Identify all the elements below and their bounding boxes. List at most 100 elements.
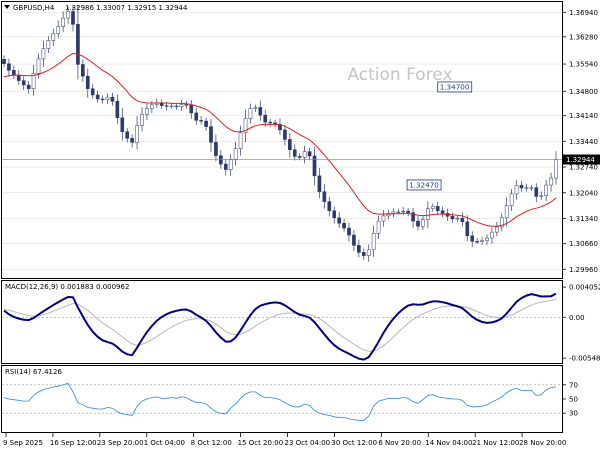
candle-body bbox=[81, 64, 85, 77]
time-tick-label: 1 Oct 04:00 bbox=[144, 439, 185, 447]
candle-body bbox=[499, 217, 504, 228]
price-tick-label: 1.32040 bbox=[569, 189, 598, 197]
current-price-tag: 1.32944 bbox=[563, 154, 600, 165]
candle-body bbox=[66, 11, 70, 19]
candle bbox=[352, 229, 356, 252]
time-tick-label: 14 Nov 04:00 bbox=[425, 439, 472, 447]
rsi-panel-frame bbox=[1, 365, 563, 433]
candle bbox=[41, 40, 46, 67]
rsi-tick-label: 50 bbox=[569, 396, 578, 404]
candle-body bbox=[465, 221, 470, 237]
candle bbox=[332, 206, 337, 224]
candle bbox=[61, 11, 65, 33]
current-price-value: 1.32944 bbox=[566, 156, 595, 164]
candle bbox=[406, 208, 410, 217]
price-gridlines bbox=[2, 12, 562, 270]
candle bbox=[455, 215, 460, 222]
time-tick-label: 23 Oct 04:00 bbox=[285, 439, 331, 447]
candle bbox=[460, 212, 465, 227]
candle-body bbox=[307, 151, 312, 157]
candle bbox=[509, 188, 514, 212]
candle bbox=[66, 6, 70, 24]
candle-body bbox=[450, 216, 455, 220]
candle bbox=[485, 234, 489, 246]
candle-body bbox=[2, 59, 6, 64]
candle bbox=[120, 108, 125, 141]
candle-body bbox=[214, 142, 218, 156]
candle-body bbox=[51, 33, 56, 41]
time-axis: 9 Sep 2025 16 Sep 12:00 23 Sep 20:00 1 Oct … bbox=[3, 433, 566, 447]
macd-signal-line bbox=[3, 298, 557, 352]
price-tick-label: 1.34140 bbox=[569, 112, 598, 120]
candle-body bbox=[514, 185, 519, 195]
rsi-tick-label: 70 bbox=[569, 381, 578, 389]
price-label-box bbox=[406, 179, 442, 191]
price-panel-frame bbox=[1, 1, 563, 279]
candle bbox=[490, 227, 494, 244]
candle-body bbox=[248, 108, 253, 119]
macd-tick-label: 0.00 bbox=[569, 314, 585, 322]
candle-body bbox=[238, 132, 243, 149]
candle bbox=[238, 125, 243, 156]
candle bbox=[297, 153, 302, 161]
candle bbox=[209, 119, 213, 153]
rsi-line bbox=[3, 382, 557, 421]
candle-body bbox=[519, 185, 524, 189]
time-tick-label: 30 Oct 12:00 bbox=[331, 439, 377, 447]
candle-body bbox=[125, 131, 130, 139]
candle-body bbox=[509, 193, 514, 206]
price-tick-label: 1.35540 bbox=[569, 61, 598, 69]
symbol-title: GBPUSD,H4 bbox=[13, 4, 55, 12]
candle bbox=[361, 248, 366, 260]
candle-body bbox=[145, 108, 149, 115]
collapse-triangle-icon[interactable] bbox=[4, 5, 10, 9]
candle bbox=[519, 181, 524, 192]
candle bbox=[46, 36, 51, 53]
candle-body bbox=[549, 177, 553, 186]
candle-body bbox=[233, 148, 238, 160]
candle-body bbox=[16, 75, 21, 81]
candle-body bbox=[357, 245, 361, 253]
candle bbox=[130, 134, 134, 148]
time-tick-label: 16 Sep 12:00 bbox=[50, 439, 97, 447]
time-tick-label: 8 Oct 12:00 bbox=[191, 439, 232, 447]
candle bbox=[125, 127, 130, 143]
candle bbox=[307, 147, 312, 161]
candle bbox=[480, 236, 484, 245]
candle bbox=[435, 201, 440, 216]
price-legend: GBPUSD,H4 1.32986 1.33007 1.32915 1.3294… bbox=[4, 4, 188, 12]
candle-body bbox=[524, 187, 529, 189]
candle-body bbox=[150, 104, 154, 109]
candle-body bbox=[115, 100, 120, 118]
candle-body bbox=[421, 219, 425, 227]
price-tick-label: 1.29960 bbox=[569, 266, 598, 274]
candle-body bbox=[366, 249, 371, 256]
candle bbox=[268, 118, 272, 127]
candle-body bbox=[435, 206, 440, 212]
candle-body bbox=[179, 104, 184, 107]
candle-body bbox=[219, 155, 223, 165]
candle-body bbox=[21, 80, 26, 86]
candle bbox=[105, 93, 110, 105]
candle bbox=[85, 68, 90, 98]
price-label: 1.34700 bbox=[437, 81, 473, 93]
candle-body bbox=[76, 24, 80, 65]
candle-body bbox=[100, 98, 105, 101]
candle bbox=[411, 207, 415, 228]
candle-body bbox=[184, 104, 189, 106]
candle-body bbox=[317, 175, 322, 192]
candle-body bbox=[391, 211, 396, 214]
candle bbox=[524, 183, 529, 192]
candle bbox=[292, 144, 297, 161]
candle-body bbox=[312, 155, 317, 177]
macd-tick-label: -0.00548 bbox=[569, 355, 600, 363]
candle-body bbox=[416, 220, 420, 227]
candle-body bbox=[401, 210, 406, 213]
candle-body bbox=[480, 240, 484, 242]
candle bbox=[258, 100, 263, 121]
candle bbox=[401, 207, 406, 216]
candle bbox=[56, 20, 61, 39]
price-annotations: 1.372501.347001.324701.300801.327401.317… bbox=[406, 81, 473, 191]
candle bbox=[544, 179, 548, 201]
